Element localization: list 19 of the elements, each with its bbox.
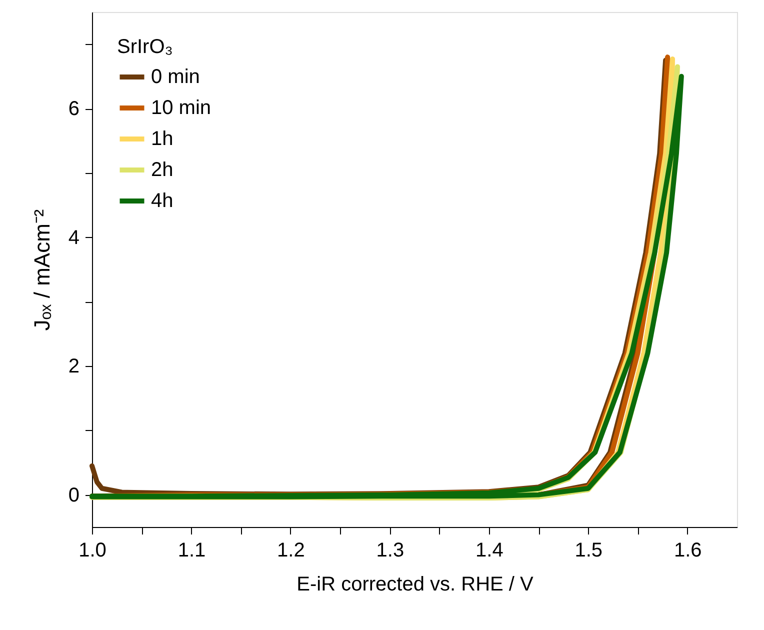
legend-label: 1h <box>151 128 174 150</box>
y-tick-label: 2 <box>68 356 80 378</box>
x-tick-label: 1.0 <box>78 540 106 562</box>
x-tick-label: 1.4 <box>476 540 504 562</box>
y-tick-label: 4 <box>68 226 80 249</box>
legend-label: 10 min <box>151 97 212 119</box>
legend-label: 4h <box>151 190 174 212</box>
x-tick-label: 1.1 <box>178 540 206 562</box>
x-axis-title: E-iR corrected vs. RHE / V <box>296 574 534 596</box>
y-axis-title: Jₒₓ / mAcm⁻² <box>29 209 54 331</box>
y-tick-label: 0 <box>68 484 80 506</box>
x-tick-label: 1.2 <box>277 540 305 562</box>
x-tick-label: 1.3 <box>376 540 404 562</box>
x-tick-label: 1.5 <box>574 540 603 562</box>
legend-label: 0 min <box>151 66 200 88</box>
legend-title: SrIrO₃ <box>117 36 173 58</box>
legend-label: 2h <box>151 159 174 181</box>
x-tick-label: 1.6 <box>674 540 702 562</box>
y-tick-label: 6 <box>68 98 80 120</box>
